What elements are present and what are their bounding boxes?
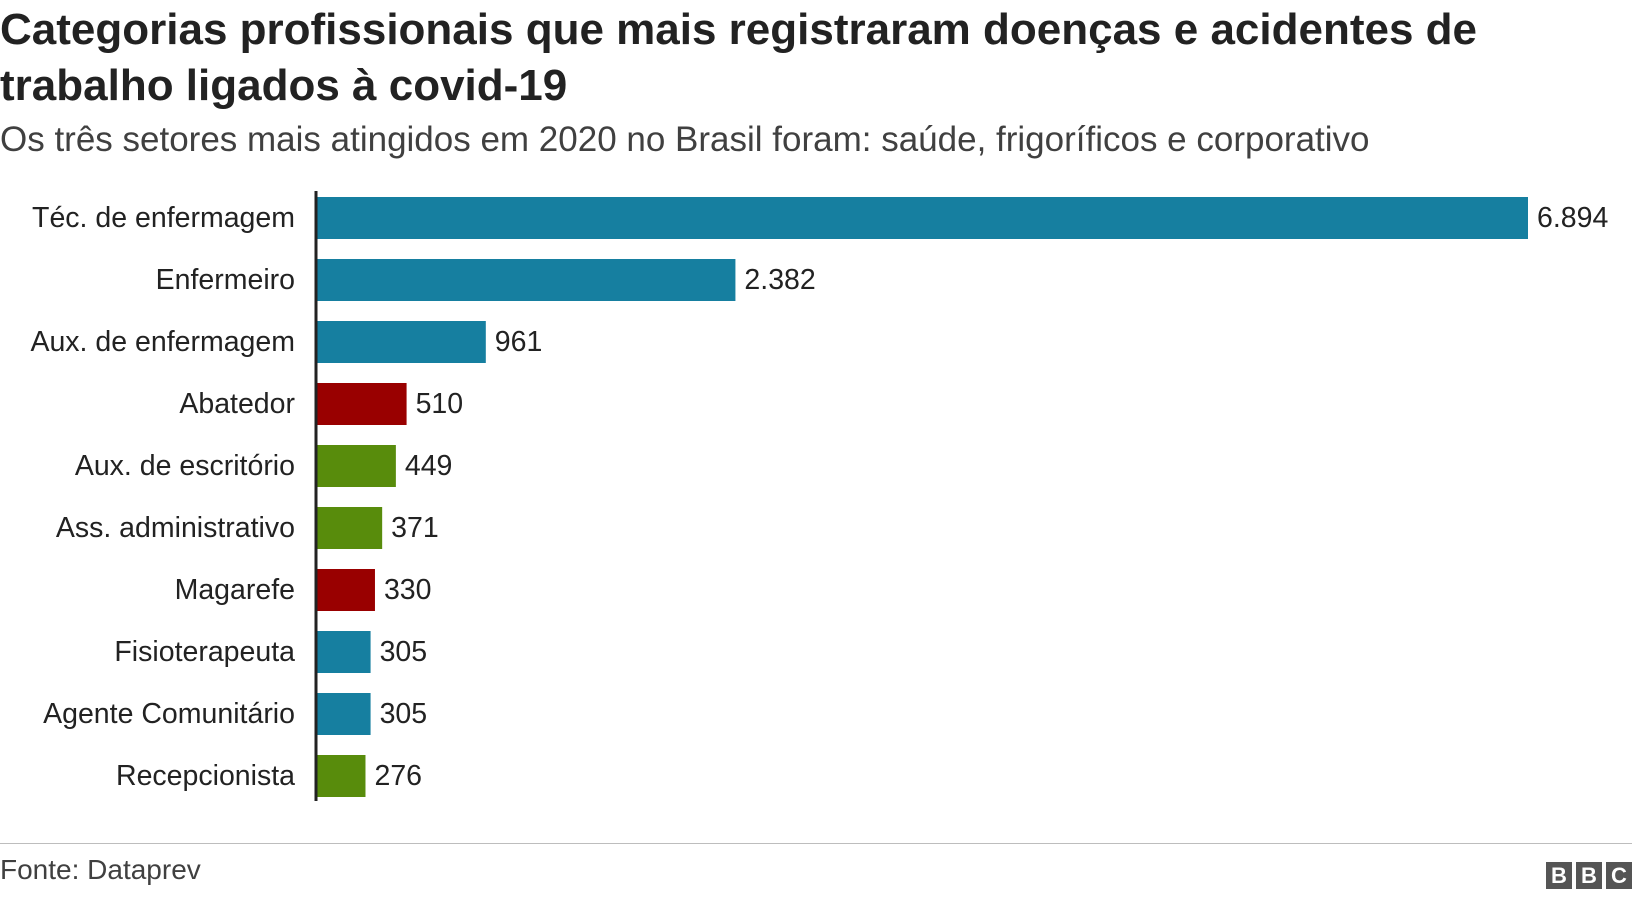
bar	[317, 321, 486, 363]
category-label: Enfermeiro	[156, 264, 295, 296]
category-label: Aux. de enfermagem	[30, 326, 295, 358]
value-label: 305	[380, 698, 428, 730]
bar	[317, 569, 375, 611]
category-label: Abatedor	[179, 388, 295, 420]
value-label: 330	[384, 574, 432, 606]
value-label: 276	[374, 760, 422, 792]
category-label: Ass. administrativo	[56, 512, 295, 544]
footer-divider	[0, 843, 1632, 844]
category-label: Fisioterapeuta	[114, 636, 295, 668]
bbc-logo-letter: B	[1546, 862, 1572, 889]
value-label: 305	[380, 636, 428, 668]
bbc-logo-letter: C	[1606, 862, 1632, 889]
bar	[317, 631, 371, 673]
bar	[317, 693, 371, 735]
source-note: Fonte: Dataprev	[0, 854, 201, 885]
category-labels: Téc. de enfermagem Enfermeiro Aux. de enfe…	[30, 202, 295, 792]
category-label: Agente Comunitário	[43, 698, 295, 730]
chart-title: Categorias profissionais que mais regist…	[0, 5, 1478, 110]
bbc-logo-letter: B	[1576, 862, 1602, 889]
bars-layer	[317, 197, 1528, 797]
value-label: 510	[416, 388, 464, 420]
category-label: Magarefe	[175, 574, 295, 606]
bar	[317, 197, 1528, 239]
chart-subtitle: Os três setores mais atingidos em 2020 n…	[0, 120, 1370, 159]
category-label: Recepcionista	[116, 760, 295, 792]
bar	[317, 445, 396, 487]
category-label: Téc. de enfermagem	[32, 202, 295, 234]
bar	[317, 507, 383, 549]
bar-chart: Téc. de enfermagem Enfermeiro Aux. de enfe…	[30, 191, 1608, 801]
value-label: 371	[391, 512, 439, 544]
bar	[317, 755, 366, 797]
value-labels: 6.894 2.382 961 510 449 371 330 305 305 276	[374, 202, 1608, 792]
bar	[317, 259, 736, 301]
category-label: Aux. de escritório	[75, 450, 295, 482]
value-label: 961	[495, 326, 543, 358]
value-label: 449	[405, 450, 453, 482]
value-label: 6.894	[1537, 202, 1608, 234]
bar	[317, 383, 407, 425]
value-label: 2.382	[744, 264, 815, 296]
bbc-logo: B B C	[1546, 862, 1632, 889]
